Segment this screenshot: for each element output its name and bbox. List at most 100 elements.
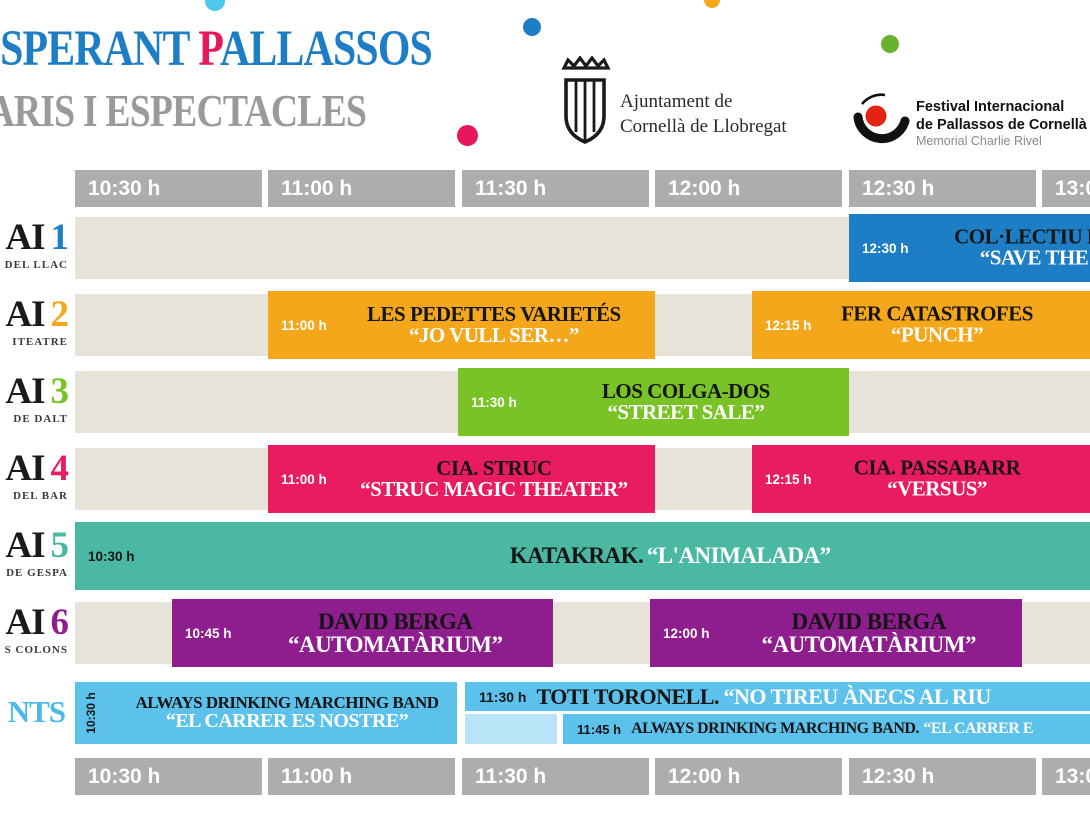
poster-title: ESPERANT PALLASSOS (0, 20, 433, 78)
timebar-top-1100: 11:00 h (268, 170, 455, 207)
event-company: DAVID BERGA (318, 608, 473, 634)
event-show-title: “SAVE THE (979, 246, 1089, 270)
event-time: 12:30 h (862, 240, 909, 256)
venue-name: AI (5, 525, 45, 566)
event-show-title: “EL CARRER E (923, 720, 1033, 737)
event-company: LES PEDETTES VARIETÉS (367, 301, 621, 326)
timebar-top-1200: 12:00 h (655, 170, 842, 207)
event-show-title: “EL CARRER ES NOSTRE” (165, 710, 409, 733)
event-text: KATAKRAK. “L'ANIMALADA” (141, 544, 1090, 567)
event-toti-toronell-anecs: 11:30 h TOTI TORONELL. “NO TIREU ÀNECS A… (465, 682, 1090, 711)
venue-number: 3 (50, 371, 69, 412)
event-time: 11:45 h (577, 721, 622, 737)
timebar-bottom-1100: 11:00 h (268, 758, 455, 795)
event-show-title: “NO TIREU ÀNECS AL RIU (723, 683, 991, 709)
event-company: TOTI TORONELL. (536, 683, 720, 709)
event-time: 12:15 h (765, 471, 812, 487)
event-time: 11:30 h (479, 688, 527, 705)
event-show-title: “PUNCH” (890, 323, 984, 347)
event-show-title: “AUTOMATÀRIUM” (761, 632, 977, 657)
event-text: ALWAYS DRINKING MARCHING BAND “EL CARRER… (117, 694, 457, 732)
itinerants-filler-block (465, 714, 557, 744)
event-text: DAVID BERGA “AUTOMATÀRIUM” (716, 608, 1022, 657)
event-time: 12:15 h (765, 317, 812, 333)
event-company: ALWAYS DRINKING MARCHING BAND. (631, 720, 919, 737)
event-company: KATAKRAK. (509, 543, 644, 569)
venue-subtitle: ITEATRE (12, 336, 68, 348)
venue-subtitle: DEL BAR (13, 490, 68, 502)
timebar-top-1130: 11:30 h (462, 170, 649, 207)
event-always-drinking-1145: 11:45 h ALWAYS DRINKING MARCHING BAND. “… (563, 714, 1090, 744)
festival-logo-text: Festival Internacional de Pallassos de C… (916, 98, 1087, 150)
venue-name: AI (5, 217, 45, 258)
event-time: 12:00 h (663, 625, 710, 641)
event-show-title: “AUTOMATÀRIUM” (288, 632, 503, 657)
venue-subtitle: DE GESPA (6, 567, 68, 579)
event-time-rotated: 10:30 h (84, 692, 98, 734)
festival-line2: de Pallassos de Cornellà (916, 117, 1087, 134)
ajuntament-crest-icon (561, 56, 611, 144)
event-text: FER CATASTROFES “PUNCH” (832, 303, 1042, 347)
timebar-bottom-1230: 12:30 h (849, 758, 1036, 795)
venue-number: 6 (50, 602, 69, 643)
event-time: 11:00 h (281, 317, 327, 333)
event-company: DAVID BERGA (791, 608, 947, 634)
event-text: CIA. STRUC “STRUC MAGIC THEATER” (333, 455, 655, 501)
decor-dot-blue (523, 18, 541, 36)
venue-number: 1 (50, 217, 69, 258)
event-company: COL·LECTIU FR (954, 224, 1090, 249)
event-fer-catastrofes-punch: 12:15 h FER CATASTROFES “PUNCH” (752, 291, 1090, 359)
venue-label-espai-4: AI 4 DEL BAR (5, 448, 69, 502)
ajuntament-line1: Ajuntament de (620, 91, 733, 112)
timebar-top-1230: 12:30 h (849, 170, 1036, 207)
ajuntament-logo-text: Ajuntament de Cornellà de Llobregat (620, 90, 787, 139)
timebar-bottom-1130: 11:30 h (462, 758, 649, 795)
event-pedettes-jo-vull-ser: 11:00 h LES PEDETTES VARIETÉS “JO VULL S… (268, 291, 655, 359)
event-text: LOS COLGA-DOS “STREET SALE” (523, 378, 849, 424)
decor-dot-orange (704, 0, 720, 8)
venue-number: 5 (50, 525, 69, 566)
decor-dot-cyan (205, 0, 225, 11)
event-show-title: “L'ANIMALADA” (646, 543, 831, 569)
timebar-top-1030: 10:30 h (75, 170, 262, 207)
poster-subtitle: HORARIS I ESPECTACLES (0, 85, 367, 136)
venue-name: AI (5, 294, 45, 335)
ajuntament-line2: Cornellà de Llobregat (620, 115, 787, 137)
title-part: ESPERANT (0, 21, 190, 77)
venue-label-espai-2: AI 2 ITEATRE (5, 294, 69, 348)
event-cia-struc-magic-theater: 11:00 h CIA. STRUC “STRUC MAGIC THEATER” (268, 445, 655, 513)
event-text: LES PEDETTES VARIETÉS “JO VULL SER…” (333, 301, 655, 347)
event-show-title: “STRUC MAGIC THEATER” (360, 477, 628, 501)
venue-label-espai-1: AI 1 DEL LLAC (4, 217, 69, 271)
event-text: DAVID BERGA “AUTOMATÀRIUM” (238, 608, 553, 657)
festival-line3: Memorial Charlie Rivel (916, 134, 1042, 149)
event-david-berga-automatarium-1: 10:45 h DAVID BERGA “AUTOMATÀRIUM” (172, 599, 553, 667)
event-show-title: “STREET SALE” (607, 400, 765, 424)
venue-label-espai-6: AI 6 S COLONS (4, 602, 69, 656)
event-always-drinking-carrer-nostre: 10:30 h ALWAYS DRINKING MARCHING BAND “E… (75, 682, 457, 744)
event-show-title: “VERSUS” (887, 477, 987, 501)
event-time: 10:30 h (88, 548, 135, 564)
event-time: 11:30 h (471, 394, 517, 410)
decor-dot-pink (457, 125, 478, 146)
event-company: ALWAYS DRINKING MARCHING BAND (135, 693, 439, 713)
venue-subtitle: S COLONS (4, 644, 68, 656)
decor-dot-green (881, 35, 899, 53)
festival-logo-icon (853, 93, 910, 144)
event-passabarret-versus: 12:15 h CIA. PASSABARR “VERSUS” (752, 445, 1090, 513)
venue-subtitle: DEL LLAC (4, 259, 68, 271)
event-company: CIA. STRUC (436, 455, 552, 480)
venue-name: AI (5, 448, 45, 489)
title-accent-letter: P (198, 21, 221, 77)
venue-number: 4 (50, 448, 69, 489)
timebar-top-1300: 13:00 h (1042, 170, 1090, 207)
event-show-title: “JO VULL SER…” (408, 323, 580, 347)
venue-subtitle: DE DALT (13, 413, 68, 425)
event-time: 11:00 h (281, 471, 327, 487)
timebar-bottom-1300: 13:00 h (1042, 758, 1090, 795)
event-company: LOS COLGA-DOS (601, 378, 770, 403)
event-text: CIA. PASSABARR “VERSUS” (832, 457, 1042, 501)
event-text: COL·LECTIU FR “SAVE THE (934, 224, 1090, 270)
venue-name: AI (5, 371, 45, 412)
